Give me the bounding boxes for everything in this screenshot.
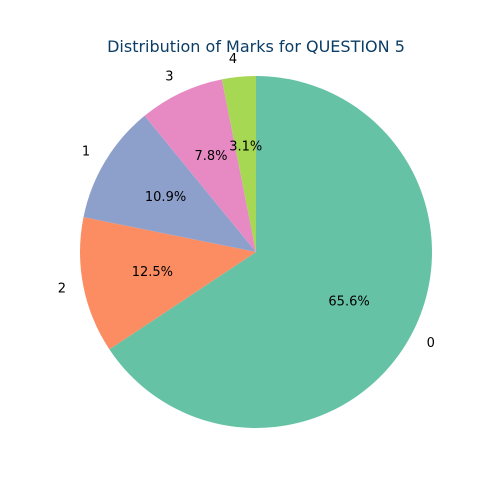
pie-slice-3 — [144, 79, 256, 252]
pie-slice-1 — [83, 115, 256, 252]
chart-title: Distribution of Marks for QUESTION 5 — [107, 37, 405, 56]
slice-category-label-4: 4 — [229, 52, 237, 67]
slice-category-label-3: 3 — [165, 69, 173, 84]
slice-percent-label-3: 7.8% — [194, 149, 227, 164]
slice-category-label-1: 1 — [82, 145, 90, 160]
slice-percent-label-2: 12.5% — [132, 265, 173, 280]
pie-slice-0 — [109, 76, 432, 428]
pie-slice-4 — [221, 76, 256, 252]
slice-category-label-0: 0 — [427, 336, 435, 351]
slice-percent-label-0: 65.6% — [328, 294, 369, 309]
pie-slice-2 — [80, 217, 256, 350]
slice-percent-label-1: 10.9% — [145, 190, 186, 205]
slice-category-label-2: 2 — [58, 282, 66, 297]
slice-percent-label-4: 3.1% — [229, 139, 262, 154]
pie-slices — [80, 76, 432, 428]
pie-labels: 0 65.6% 2 12.5% 1 10.9% 3 7.8% 4 3.1% — [58, 52, 435, 351]
